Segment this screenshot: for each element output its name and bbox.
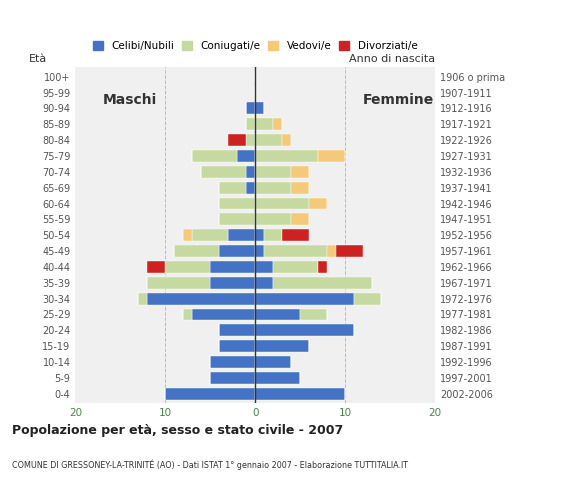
Bar	[291, 182, 309, 193]
Bar	[255, 356, 291, 368]
Bar	[327, 245, 336, 257]
Bar	[210, 261, 255, 273]
Bar	[354, 293, 381, 304]
Bar	[210, 372, 255, 384]
Bar	[210, 277, 255, 288]
Bar	[264, 245, 327, 257]
Bar	[291, 214, 309, 225]
Bar	[219, 198, 255, 209]
Bar	[255, 166, 291, 178]
Bar	[219, 324, 255, 336]
Text: COMUNE DI GRESSONEY-LA-TRINITÉ (AO) - Dati ISTAT 1° gennaio 2007 - Elaborazione : COMUNE DI GRESSONEY-LA-TRINITÉ (AO) - Da…	[12, 459, 408, 470]
Bar	[175, 245, 219, 257]
Bar	[255, 309, 300, 320]
Bar	[229, 229, 255, 241]
Bar	[255, 324, 354, 336]
Bar	[264, 229, 282, 241]
Bar	[255, 118, 273, 130]
Bar	[139, 293, 147, 304]
Bar	[219, 214, 255, 225]
Bar	[309, 198, 327, 209]
Bar	[229, 134, 246, 146]
Text: Popolazione per età, sesso e stato civile - 2007: Popolazione per età, sesso e stato civil…	[12, 424, 343, 437]
Text: Età: Età	[28, 54, 47, 64]
Bar	[318, 150, 345, 162]
Bar	[193, 309, 255, 320]
Bar	[165, 388, 255, 400]
Bar	[336, 245, 363, 257]
Bar	[246, 102, 255, 114]
Text: Femmine: Femmine	[363, 94, 434, 108]
Bar	[246, 118, 255, 130]
Bar	[193, 229, 229, 241]
Bar	[147, 277, 210, 288]
Bar	[255, 134, 282, 146]
Bar	[237, 150, 255, 162]
Bar	[183, 309, 193, 320]
Bar	[246, 134, 255, 146]
Bar	[255, 229, 264, 241]
Bar	[147, 293, 255, 304]
Bar	[291, 166, 309, 178]
Bar	[255, 198, 309, 209]
Bar	[300, 309, 327, 320]
Bar	[255, 261, 273, 273]
Bar	[318, 261, 327, 273]
Bar	[255, 245, 264, 257]
Bar	[255, 388, 345, 400]
Bar	[255, 182, 291, 193]
Bar	[255, 102, 264, 114]
Bar	[183, 229, 193, 241]
Bar	[219, 340, 255, 352]
Bar	[246, 182, 255, 193]
Bar	[273, 277, 372, 288]
Bar	[255, 214, 291, 225]
Legend: Celibi/Nubili, Coniugati/e, Vedovi/e, Divorziati/e: Celibi/Nubili, Coniugati/e, Vedovi/e, Di…	[91, 39, 419, 53]
Bar	[147, 261, 165, 273]
Bar	[255, 293, 354, 304]
Bar	[282, 229, 309, 241]
Bar	[255, 277, 273, 288]
Bar	[219, 182, 246, 193]
Bar	[255, 340, 309, 352]
Bar	[255, 150, 318, 162]
Bar	[282, 134, 291, 146]
Bar	[210, 356, 255, 368]
Bar	[201, 166, 246, 178]
Bar	[255, 372, 300, 384]
Text: Maschi: Maschi	[103, 94, 157, 108]
Bar	[165, 261, 210, 273]
Bar	[246, 166, 255, 178]
Bar	[219, 245, 255, 257]
Bar	[273, 118, 282, 130]
Bar	[273, 261, 318, 273]
Text: Anno di nascita: Anno di nascita	[349, 54, 435, 64]
Bar	[193, 150, 237, 162]
